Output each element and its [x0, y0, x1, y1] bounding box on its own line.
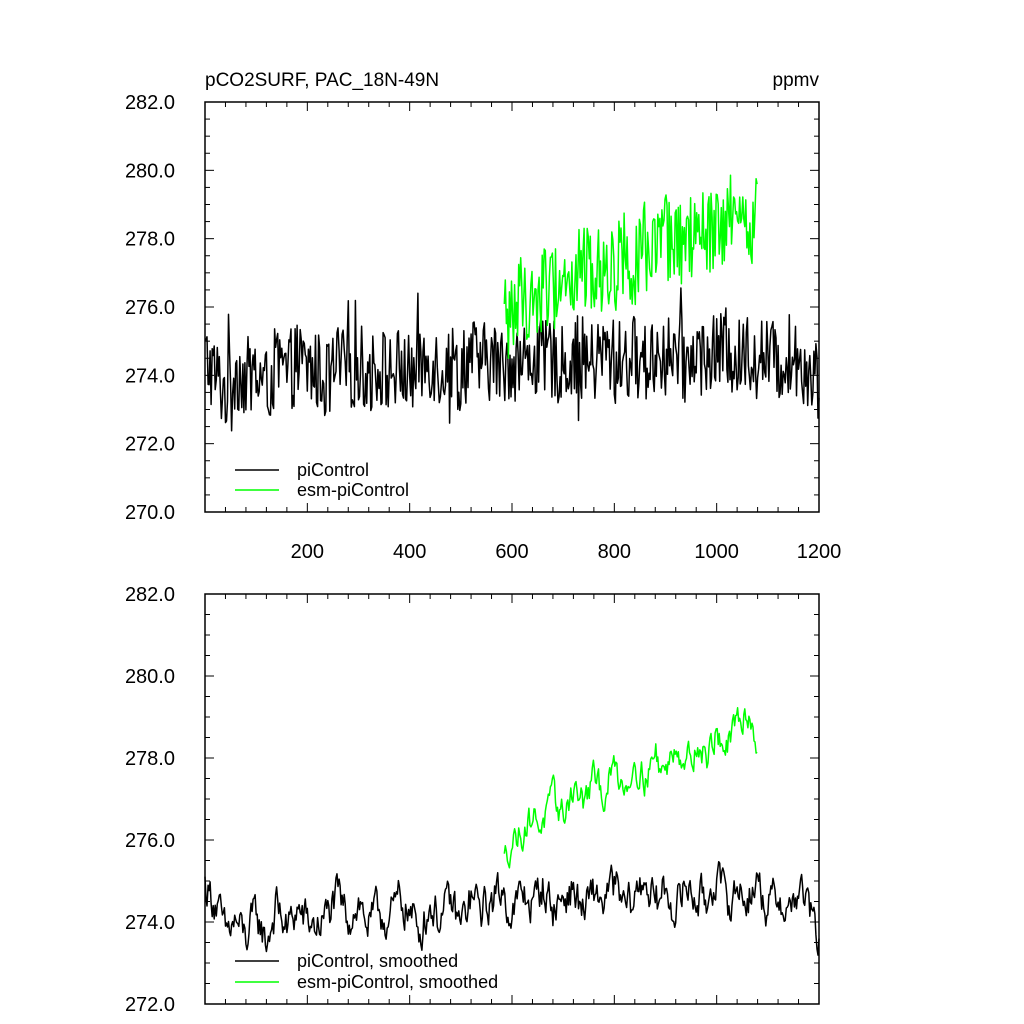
top-series [204, 174, 820, 432]
top-y-tick-label: 270.0 [125, 502, 175, 524]
top-x-tick-label: 1200 [797, 541, 842, 563]
top-x-tick-label: 800 [598, 541, 631, 563]
top-x-tick-label: 600 [495, 541, 528, 563]
top-legend-label-picontrol: piControl [297, 460, 369, 480]
bottom-y-tick-label: 274.0 [125, 912, 175, 934]
top-x-tick-label: 1000 [694, 541, 739, 563]
top-units: ppmv [773, 70, 820, 91]
bottom-series-line-esm-picontrol [503, 707, 758, 869]
bottom-y-tick-label: 280.0 [125, 666, 175, 688]
bottom-legend: piControl, smoothed esm-piControl, smoot… [235, 951, 498, 992]
bottom-y-tick-label: 282.0 [125, 584, 175, 606]
top-legend-label-esm: esm-piControl [297, 480, 409, 500]
top-ticks [205, 101, 820, 513]
top-y-tick-label: 278.0 [125, 229, 175, 251]
top-title: pCO2SURF, PAC_18N-49N [205, 70, 439, 91]
top-y-tick-label: 276.0 [125, 297, 175, 319]
bottom-y-tick-label: 278.0 [125, 748, 175, 770]
bottom-series-line-picontrol [204, 860, 820, 956]
bottom-y-tick-label: 276.0 [125, 830, 175, 852]
bottom-legend-label-esm: esm-piControl, smoothed [297, 972, 498, 992]
top-series-line-esm-picontrol [503, 174, 758, 360]
bottom-y-tick-labels: 272.0 274.0 276.0 278.0 280.0 282.0 [125, 584, 175, 1016]
top-y-tick-label: 282.0 [125, 92, 175, 114]
bottom-y-tick-label: 272.0 [125, 994, 175, 1016]
bottom-legend-label-picontrol: piControl, smoothed [297, 951, 458, 971]
top-series-line-picontrol [204, 287, 820, 432]
top-y-tick-labels: 270.0 272.0 274.0 276.0 278.0 280.0 282.0 [125, 92, 175, 524]
bottom-series [204, 707, 820, 956]
top-legend: piControl esm-piControl [235, 460, 409, 500]
bottom-plot-frame [204, 593, 820, 1005]
top-panel: pCO2SURF, PAC_18N-49N ppmv 270.0 272.0 274… [125, 70, 841, 563]
top-x-tick-labels: 200 400 600 800 1000 1200 [291, 541, 842, 563]
top-y-tick-label: 274.0 [125, 365, 175, 387]
bottom-ticks [205, 593, 820, 1005]
bottom-panel: 272.0 274.0 276.0 278.0 280.0 282.0 piControl… [125, 584, 820, 1016]
top-x-tick-label: 400 [393, 541, 426, 563]
top-y-tick-label: 280.0 [125, 160, 175, 182]
top-x-tick-label: 200 [291, 541, 324, 563]
top-y-tick-label: 272.0 [125, 434, 175, 456]
